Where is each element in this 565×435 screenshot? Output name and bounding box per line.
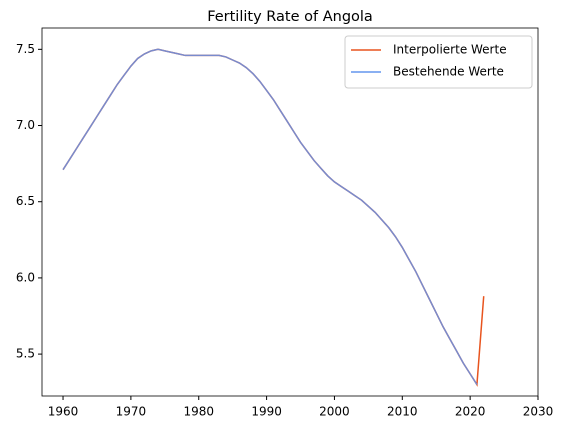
x-tick-label: 2010 xyxy=(387,405,418,419)
x-tick-label: 2020 xyxy=(455,405,486,419)
x-tick-label: 1980 xyxy=(183,405,214,419)
x-tick-label: 2000 xyxy=(319,405,350,419)
y-tick-label: 6.5 xyxy=(16,194,35,208)
x-tick-label: 2030 xyxy=(523,405,554,419)
y-tick-label: 7.5 xyxy=(16,42,35,56)
data-line xyxy=(62,48,478,385)
x-tick-label: 1960 xyxy=(48,405,79,419)
x-tick-label: 1990 xyxy=(251,405,282,419)
plot-frame xyxy=(41,27,539,397)
y-tick-label: 7.0 xyxy=(16,118,35,132)
legend-box xyxy=(344,35,533,89)
legend-label: Bestehende Werte xyxy=(393,65,504,79)
legend-label: Interpolierte Werte xyxy=(393,43,507,57)
chart-title: Fertility Rate of Angola xyxy=(207,9,373,25)
x-tick-label: 1970 xyxy=(116,405,147,419)
y-tick-label: 5.5 xyxy=(16,347,35,361)
y-tick-label: 6.0 xyxy=(16,270,35,284)
